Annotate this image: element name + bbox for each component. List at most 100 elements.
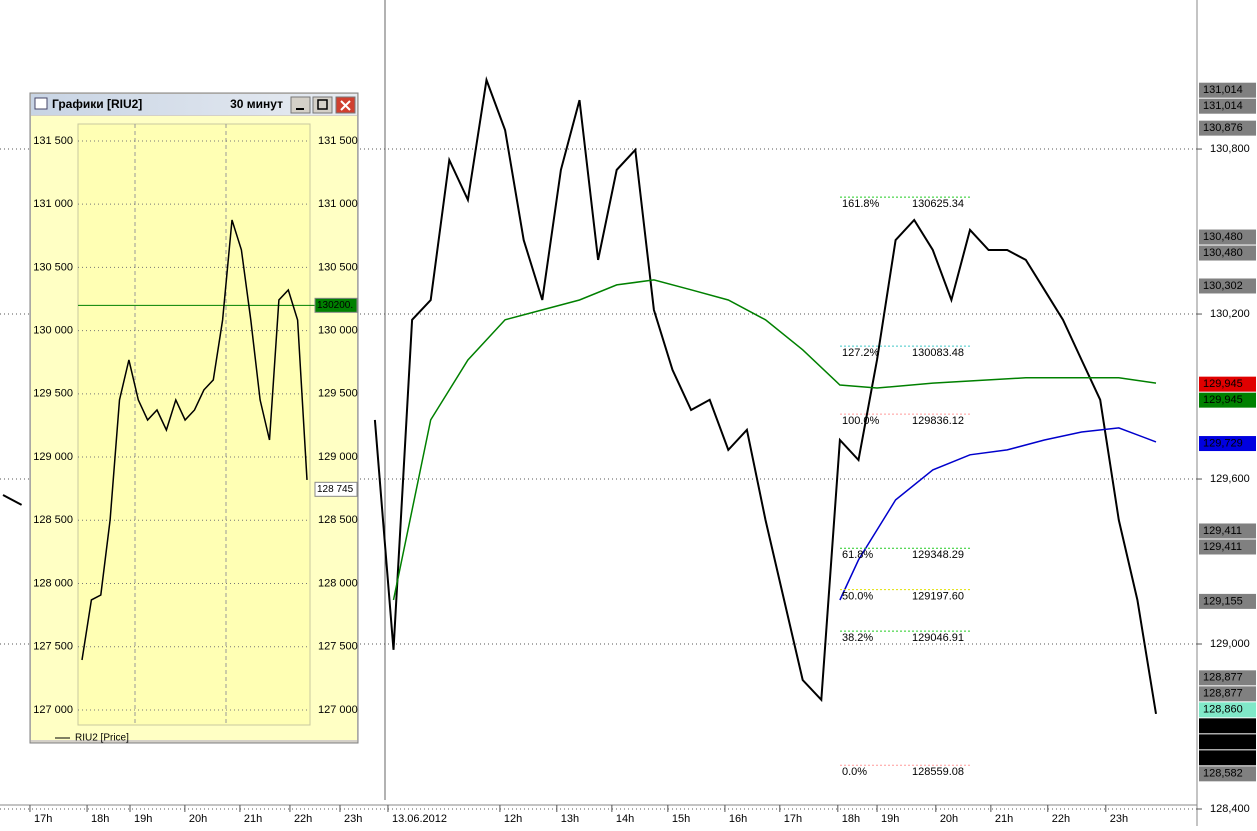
main-chart: 128,400 129,000 129,600 130,200 130,800 17h 18… xyxy=(0,76,1256,825)
price-tag-label: 130,480 xyxy=(1203,231,1243,243)
fib-ratio: 127.2% xyxy=(842,347,880,359)
legend-label: RIU2 [Price] xyxy=(75,733,129,744)
chart-window[interactable]: Графики [RIU2] 30 минут RIU2 [Price] 131… xyxy=(29,92,359,744)
price-tag-label: 129,945 xyxy=(1203,394,1243,406)
x-tick-label: 17h xyxy=(784,813,802,825)
price-tag-label: 129,411 xyxy=(1203,525,1242,537)
price-tag xyxy=(1199,120,1256,136)
price-tag xyxy=(1199,392,1256,408)
fib-price: 129197.60 xyxy=(912,591,964,603)
price-tag-label: 129,155 xyxy=(1203,595,1243,607)
price-line xyxy=(2,494,23,506)
y-tick-label: 128,400 xyxy=(1210,803,1250,815)
window-plot xyxy=(77,123,311,726)
price-tag-label: 129,945 xyxy=(1203,378,1243,390)
y-tick-label: 130 500 xyxy=(318,261,358,273)
price-tag-label: 128,745 xyxy=(1203,752,1243,764)
y-tick-label: 129 000 xyxy=(318,451,358,463)
y-tick-label: 129,600 xyxy=(1210,473,1250,485)
price-tag xyxy=(1199,376,1256,392)
y-tick-label: 128 500 xyxy=(33,514,73,526)
y-tick-label: 131 000 xyxy=(33,198,73,210)
fib-price: 129046.91 xyxy=(912,632,964,644)
fib-ratio: 161.8% xyxy=(842,198,880,210)
price-tag xyxy=(1199,734,1256,750)
price-tag-label: 131,014 xyxy=(1203,100,1243,112)
price-tag xyxy=(314,481,358,497)
price-tag-label: 129,729 xyxy=(1203,437,1243,449)
price-tag-label: 128 745 xyxy=(317,484,354,495)
fib-ratio: 50.0% xyxy=(842,591,873,603)
fib-ratio: 100.0% xyxy=(842,415,880,427)
x-tick-label: 21h xyxy=(995,813,1013,825)
price-tag xyxy=(1199,670,1256,686)
y-tick-label: 130 500 xyxy=(33,261,73,273)
y-tick-label: 131 000 xyxy=(318,198,358,210)
title-bar[interactable] xyxy=(31,94,357,115)
price-tag xyxy=(1199,229,1256,245)
price-tag xyxy=(1199,98,1256,114)
x-tick-label: 13.06.2012 xyxy=(392,813,447,825)
price-tag-label: 131,014 xyxy=(1203,84,1243,96)
price-tag-label: 128,582 xyxy=(1203,768,1243,780)
y-tick-label: 131 500 xyxy=(318,135,358,147)
fib-price: 130625.34 xyxy=(912,198,964,210)
minimize-button[interactable] xyxy=(290,96,311,114)
price-tag-label: 128,877 xyxy=(1203,672,1243,684)
x-tick-label: 13h xyxy=(561,813,579,825)
y-tick-label: 128 500 xyxy=(318,514,358,526)
y-tick-label: 128 000 xyxy=(33,577,73,589)
price-tag xyxy=(1199,702,1256,718)
y-tick-label: 130 000 xyxy=(318,325,358,337)
x-tick-label: 23h xyxy=(344,813,362,825)
timeframe[interactable]: 30 минут xyxy=(230,97,283,111)
price-tag xyxy=(1199,245,1256,261)
x-tick-label: 12h xyxy=(504,813,522,825)
x-tick-label: 22h xyxy=(1052,813,1070,825)
close-icon xyxy=(340,100,351,111)
price-tag xyxy=(1199,718,1256,734)
maximize-icon xyxy=(317,99,328,110)
price-tag-label: 128,745 xyxy=(1203,720,1243,732)
price-tag xyxy=(1199,766,1256,782)
y-tick-label: 129,000 xyxy=(1210,638,1250,650)
x-tick-label: 23h xyxy=(1110,813,1128,825)
x-tick-label: 17h xyxy=(34,813,52,825)
price-tag xyxy=(314,297,358,313)
x-tick-label: 18h xyxy=(91,813,109,825)
price-tag xyxy=(1199,593,1256,609)
y-tick-label: 131 500 xyxy=(33,135,73,147)
price-tag xyxy=(1199,523,1256,539)
price-tag xyxy=(1199,686,1256,702)
x-tick-label: 21h xyxy=(244,813,262,825)
y-tick-label: 128 000 xyxy=(318,577,358,589)
y-tick-label: 127 000 xyxy=(318,704,358,716)
price-tag-label: 130,480 xyxy=(1203,247,1243,259)
fib-ratio: 61.8% xyxy=(842,549,873,561)
window-title: Графики [RIU2] xyxy=(52,97,142,111)
window-chart: 131 500 131 500 131 000 131 000 130 500 130 5… xyxy=(33,135,358,716)
window-icon xyxy=(34,97,48,110)
fib-price: 130083.48 xyxy=(912,347,964,359)
x-tick-label: 16h xyxy=(729,813,747,825)
price-tag-label: 128,860 xyxy=(1203,704,1243,716)
price-tag xyxy=(1199,750,1256,766)
y-tick-label: 129 000 xyxy=(33,451,73,463)
x-tick-label: 14h xyxy=(616,813,634,825)
price-tag-label: 130200. xyxy=(317,300,353,311)
price-tag-label: 129,411 xyxy=(1203,541,1242,553)
price-tag-label: 130,876 xyxy=(1203,122,1243,134)
fib-ratio: 38.2% xyxy=(842,632,873,644)
price-tag xyxy=(1199,278,1256,294)
x-tick-label: 19h xyxy=(881,813,899,825)
y-tick-label: 130,800 xyxy=(1210,143,1250,155)
price-line xyxy=(839,427,1157,601)
fib-price: 129836.12 xyxy=(912,415,964,427)
x-tick-label: 19h xyxy=(134,813,152,825)
x-tick-label: 15h xyxy=(672,813,690,825)
fib-price: 129348.29 xyxy=(912,549,964,561)
y-tick-label: 130 000 xyxy=(33,325,73,337)
price-line xyxy=(81,219,308,661)
